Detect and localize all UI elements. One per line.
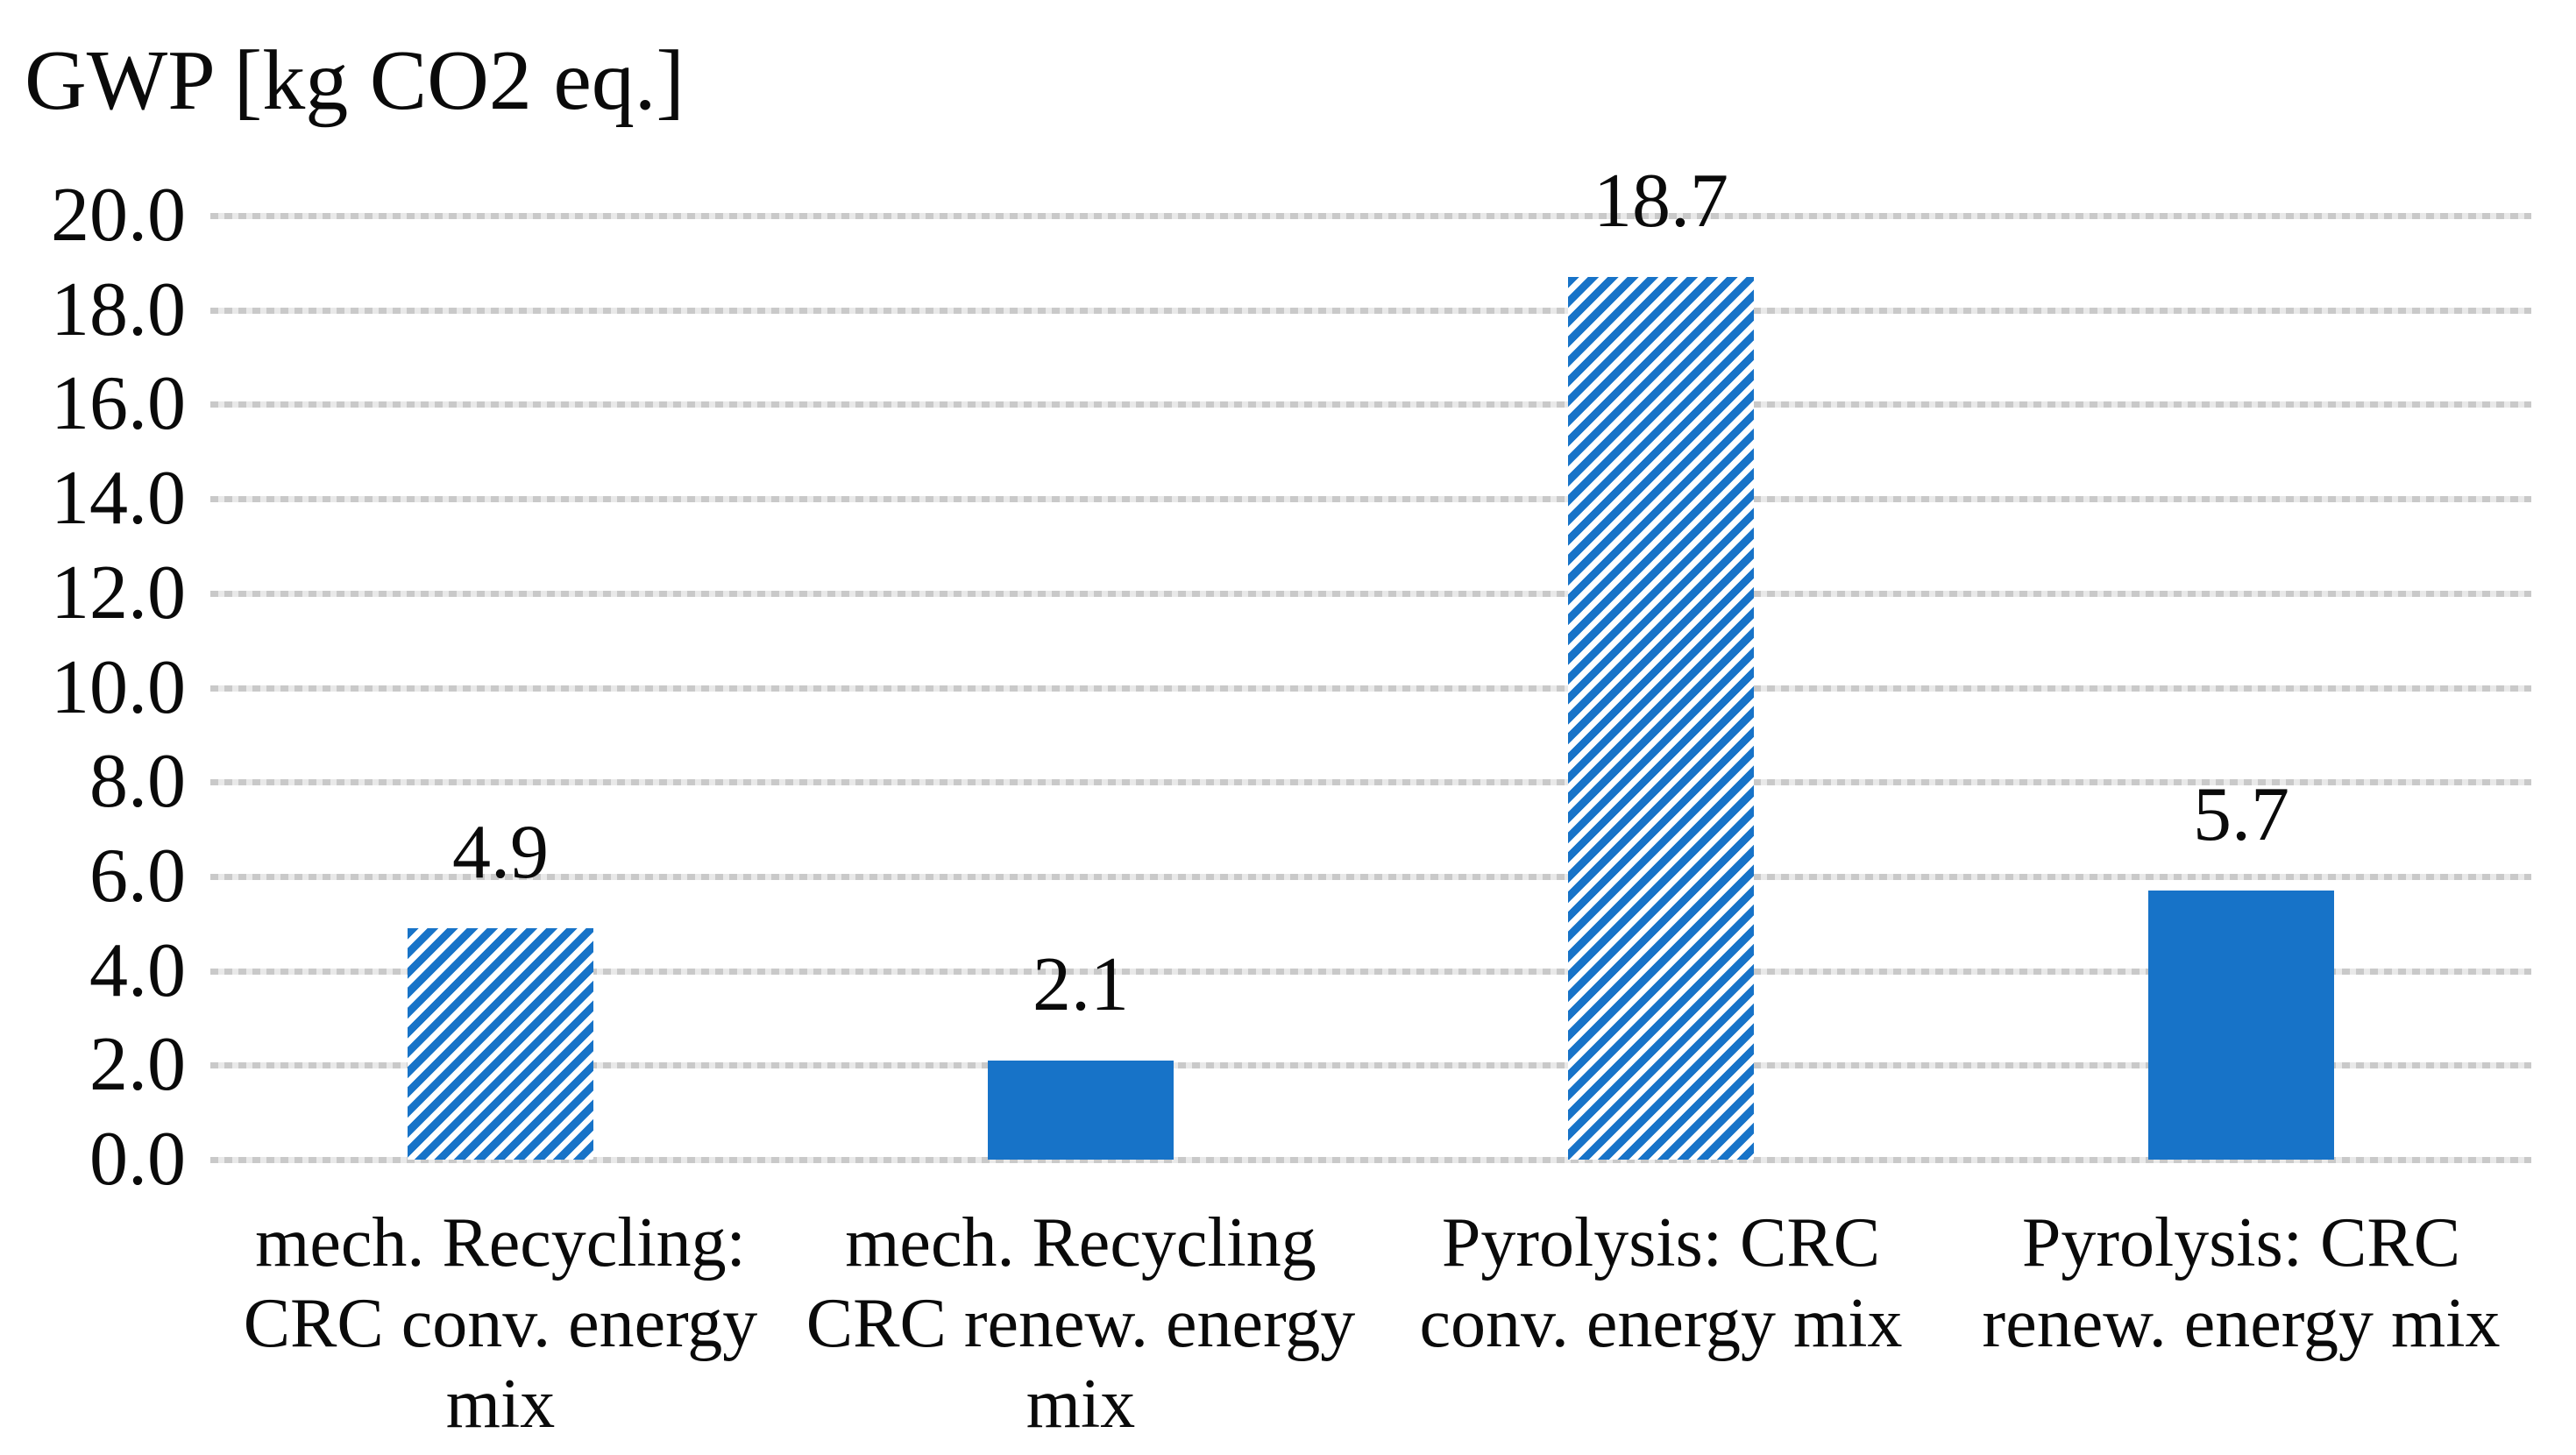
bar-value-label: 5.7 — [2193, 772, 2289, 857]
gridline — [210, 1062, 2531, 1069]
gridline — [210, 590, 2531, 597]
y-axis-tick-label: 16.0 — [51, 361, 186, 447]
x-category-label: mech. Recycling: CRC conv. energy mix — [243, 1204, 758, 1443]
bar-2-solid — [988, 1061, 1174, 1160]
bar-4-solid — [2148, 891, 2334, 1160]
y-axis-tick-label: 20.0 — [51, 173, 186, 258]
chart-title: GWP [kg CO2 eq.] — [25, 33, 685, 128]
gridline — [210, 213, 2531, 219]
y-axis-tick-label: 10.0 — [51, 644, 186, 730]
y-axis-tick-label: 2.0 — [89, 1022, 186, 1108]
y-axis-tick-label: 12.0 — [51, 550, 186, 635]
gridline — [210, 968, 2531, 975]
gridline — [210, 873, 2531, 880]
y-axis-tick-label: 4.0 — [89, 927, 186, 1013]
gridline — [210, 685, 2531, 692]
y-axis-tick-label: 6.0 — [89, 833, 186, 919]
x-category-label: mech. Recycling CRC renew. energy mix — [805, 1204, 1356, 1443]
gridline — [210, 307, 2531, 314]
gridline — [210, 1157, 2531, 1163]
x-category-label: Pyrolysis: CRC renew. energy mix — [1982, 1204, 2501, 1362]
bar-1-hatched — [408, 928, 593, 1160]
y-axis-tick-label: 14.0 — [51, 456, 186, 542]
gridline — [210, 779, 2531, 786]
y-axis-tick-label: 8.0 — [89, 739, 186, 825]
y-axis-tick-label: 18.0 — [51, 266, 186, 352]
y-axis-tick-label: 0.0 — [89, 1117, 186, 1202]
bar-3-hatched — [1568, 277, 1754, 1160]
bar-value-label: 18.7 — [1593, 159, 1728, 244]
gridline — [210, 496, 2531, 503]
bar-value-label: 2.1 — [1033, 942, 1129, 1027]
x-category-label: Pyrolysis: CRC conv. energy mix — [1419, 1204, 1903, 1362]
gridline — [210, 401, 2531, 408]
bar-value-label: 4.9 — [452, 810, 549, 895]
